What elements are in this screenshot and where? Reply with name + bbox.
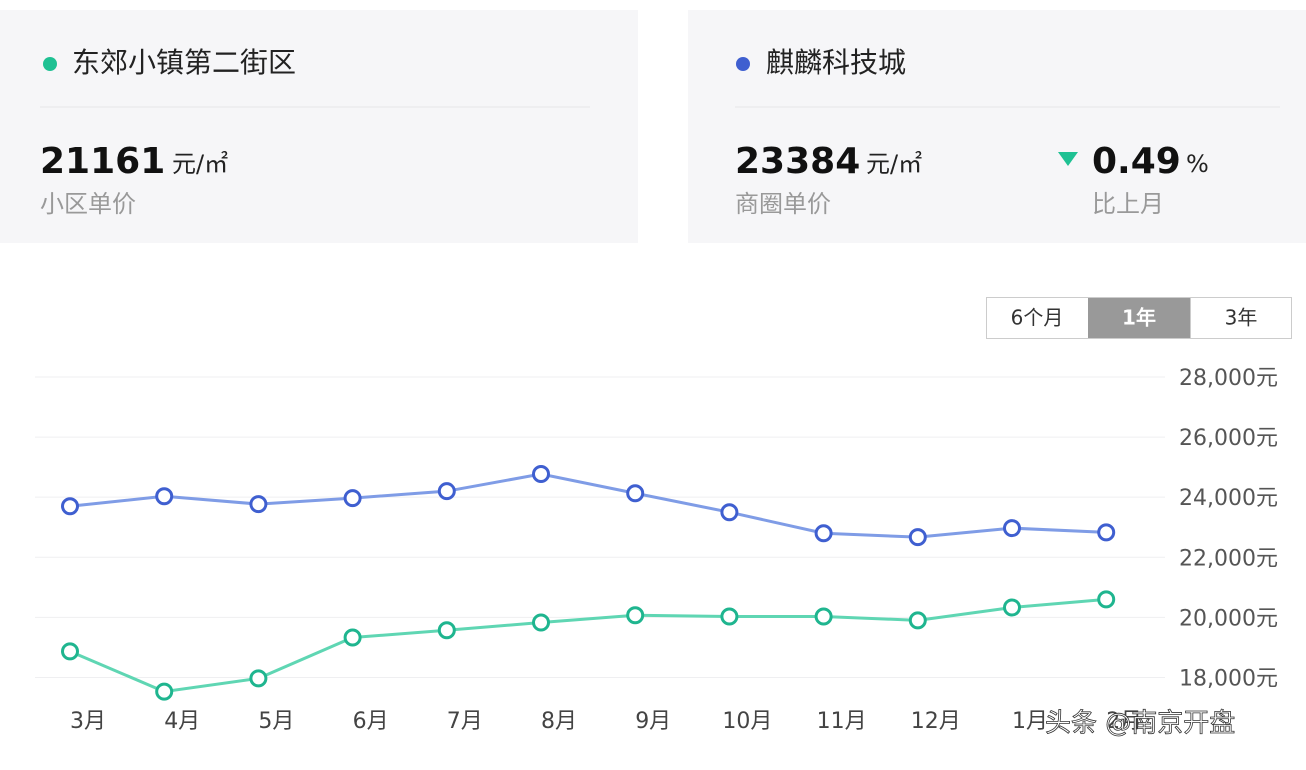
x-tick-label: 3月 xyxy=(70,709,106,734)
card-name: 麒麟科技城 xyxy=(766,46,906,79)
point xyxy=(908,611,927,630)
x-tick-label: 5月 xyxy=(258,709,294,734)
x-tick-label: 6月 xyxy=(353,709,389,734)
point xyxy=(1097,590,1116,609)
x-tick-label: 7月 xyxy=(447,709,483,734)
unit: 元/㎡ xyxy=(866,150,922,178)
x-tick-label: 9月 xyxy=(635,709,671,734)
price: 21161 xyxy=(40,141,165,182)
tab[interactable]: 3年 xyxy=(1225,306,1258,330)
watermark: 头条 @南京开盘 xyxy=(1045,709,1235,739)
y-tick-label: 20,000元 xyxy=(1179,606,1278,631)
point xyxy=(626,606,645,625)
x-tick-label: 11月 xyxy=(817,709,867,734)
point xyxy=(437,621,456,640)
series-line xyxy=(69,597,1107,694)
legend-dot xyxy=(43,57,57,71)
y-tick-label: 28,000元 xyxy=(1179,366,1278,391)
y-tick-label: 22,000元 xyxy=(1179,546,1278,571)
point xyxy=(61,497,79,516)
point xyxy=(908,528,927,547)
point xyxy=(532,465,550,484)
point xyxy=(155,487,174,506)
plot: 18,000元 20,000元 22,000元 24,000元 26,000元 28,00… xyxy=(35,366,1278,734)
point xyxy=(626,484,645,503)
tab-selected[interactable] xyxy=(1088,298,1190,338)
point xyxy=(720,503,739,522)
y-tick-label: 18,000元 xyxy=(1179,666,1278,691)
point xyxy=(155,682,174,701)
x-tick-label: 4月 xyxy=(164,709,200,734)
card xyxy=(0,10,638,243)
tab[interactable]: 6个月 xyxy=(1011,306,1064,330)
point xyxy=(1097,523,1116,542)
y-tick-label: 24,000元 xyxy=(1179,486,1278,511)
point xyxy=(437,482,456,501)
x-tick-label: 12月 xyxy=(911,709,961,734)
change: 0.49 xyxy=(1092,141,1181,182)
label: 比上月 xyxy=(1092,190,1164,218)
x-tick-label: 8月 xyxy=(541,709,577,734)
point xyxy=(1003,598,1021,617)
y-tick-label: 26,000元 xyxy=(1179,426,1278,451)
point xyxy=(61,642,79,661)
legend-dot xyxy=(736,57,750,71)
point xyxy=(720,607,739,626)
point xyxy=(1003,519,1021,538)
x-tick-label: 1月 xyxy=(1012,709,1048,734)
card xyxy=(688,10,1306,243)
unit: 元/㎡ xyxy=(172,150,228,178)
change-unit: % xyxy=(1186,150,1209,178)
label: 小区单价 xyxy=(40,190,136,218)
point xyxy=(249,669,268,688)
x-tick-label: 10月 xyxy=(722,709,772,734)
point xyxy=(814,607,833,626)
point xyxy=(249,495,268,514)
label: 商圈单价 xyxy=(735,190,831,218)
card-name: 东郊小镇第二街区 xyxy=(72,46,296,79)
down-arrow xyxy=(1058,152,1078,166)
series-line xyxy=(69,472,1107,539)
point xyxy=(814,524,833,543)
point xyxy=(343,489,362,508)
price: 23384 xyxy=(735,141,860,182)
tab[interactable]: 1年 xyxy=(1122,306,1156,330)
x-tick-label: 2月 xyxy=(1106,709,1142,734)
point xyxy=(532,613,550,632)
point xyxy=(343,628,362,647)
